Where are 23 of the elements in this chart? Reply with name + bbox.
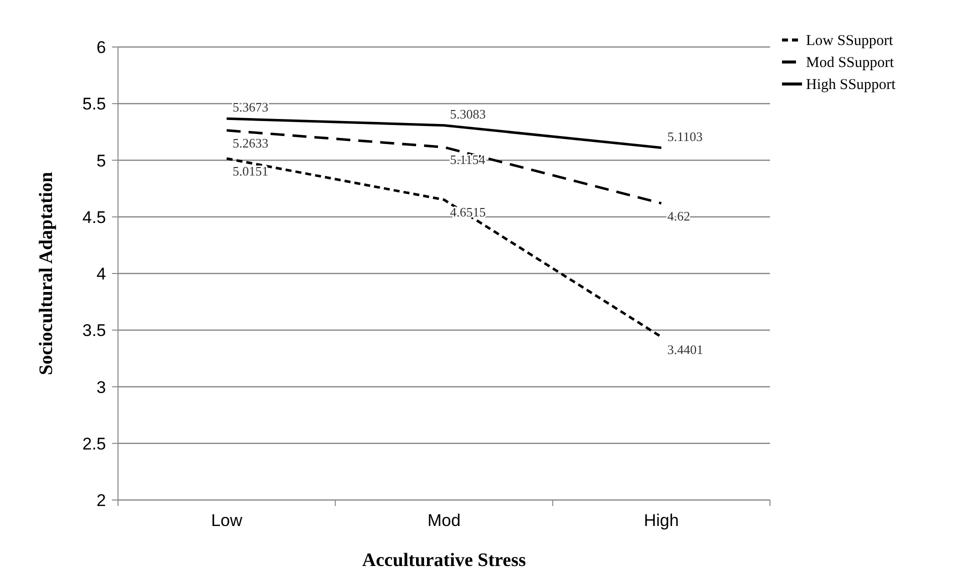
y-axis-title: Sociocultural Adaptation — [36, 171, 57, 376]
data-label: 5.1103 — [667, 128, 703, 144]
x-tick-label: Mod — [427, 511, 461, 530]
y-tick-label: 3.5 — [82, 321, 106, 340]
y-tick-label: 3 — [96, 378, 106, 397]
y-tick-label: 6 — [96, 38, 106, 57]
data-label: 3.4401 — [667, 342, 704, 357]
x-axis-title: Acculturative Stress — [362, 550, 526, 571]
y-tick-label: 5 — [96, 151, 106, 170]
y-tick-label: 5.5 — [82, 94, 106, 114]
data-label: 5.0151 — [232, 164, 268, 179]
legend-label: Low SSupport — [806, 33, 894, 49]
x-tick-label: High — [644, 511, 679, 530]
x-tick-label: Low — [211, 511, 243, 530]
data-label: 5.2633 — [232, 135, 268, 150]
data-label: 5.3083 — [450, 106, 486, 122]
y-tick-label: 4 — [96, 264, 106, 284]
data-label: 5.3673 — [232, 100, 268, 115]
legend-label: Mod SSupport — [806, 55, 895, 71]
y-tick-label: 4.5 — [82, 208, 106, 227]
y-tick-label: 2 — [96, 491, 106, 510]
y-tick-label: 2.5 — [82, 434, 106, 454]
legend-label: High SSupport — [806, 77, 896, 93]
